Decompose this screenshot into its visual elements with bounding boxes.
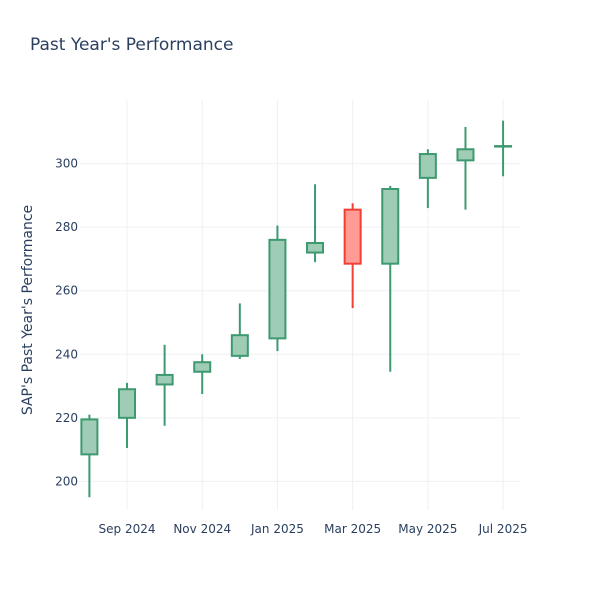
candle-body [230,334,249,357]
candle [268,225,287,352]
candle [193,354,212,394]
x-axis-ticks: Sep 2024 Nov 2024 Jan 2025 Mar 2025 May 2025… [99,522,528,536]
candle-body [80,418,99,456]
x-tick-label: Nov 2024 [173,522,231,536]
candle [494,120,513,177]
x-tick-label: Jul 2025 [478,522,528,536]
candle [381,185,400,372]
candle-body [456,148,475,162]
y-tick-label: 260 [55,284,78,298]
chart-title: Past Year's Performance [30,35,234,55]
candles-layer [80,120,513,498]
x-tick-label: Sep 2024 [99,522,156,536]
candle-body [268,238,287,340]
candle [155,344,174,426]
candle [230,303,249,360]
y-tick-label: 200 [55,474,78,488]
y-tick-label: 220 [55,411,78,425]
candle [306,184,325,263]
y-tick-label: 300 [55,157,78,171]
candle-body [193,361,212,373]
candle-body [306,242,325,254]
candle [80,414,99,498]
y-tick-label: 240 [55,347,78,361]
candle-body [381,187,400,265]
candle [343,203,362,309]
candle-body [343,208,362,265]
candle-body [118,388,137,419]
grid-layer [80,100,520,510]
candle [456,127,475,210]
x-tick-label: May 2025 [398,522,457,536]
candle-body [155,373,174,386]
y-axis-label: SAP's Past Year's Performance [20,205,36,415]
candle-body [418,153,437,179]
y-axis-ticks: 200 220 240 260 280 300 [55,157,78,489]
candle [118,382,137,449]
candle [418,149,437,209]
candle-body [494,145,513,148]
y-tick-label: 280 [55,220,78,234]
x-tick-label: Jan 2025 [250,522,304,536]
x-tick-label: Mar 2025 [324,522,381,536]
